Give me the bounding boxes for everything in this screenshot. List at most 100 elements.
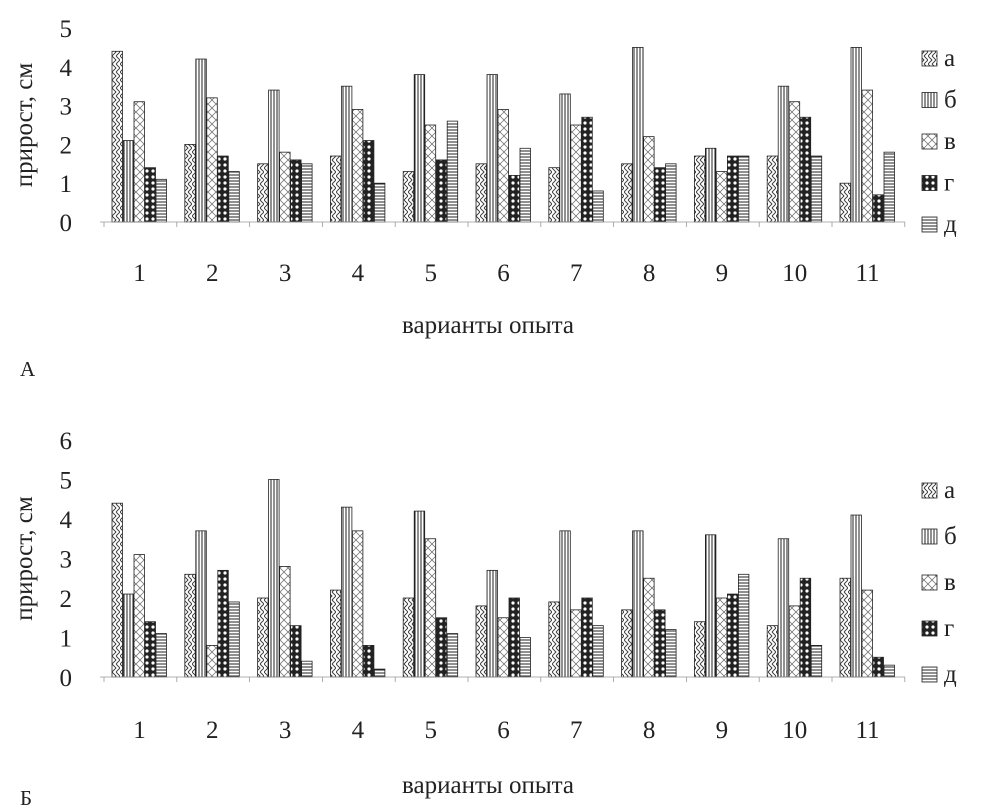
y-tick-label: 4 xyxy=(60,55,73,82)
bar-а-9 xyxy=(694,155,706,223)
x-tick-label: 5 xyxy=(424,717,437,744)
bar-г-9 xyxy=(727,155,739,223)
bar-в-1 xyxy=(133,101,145,223)
bar-а-2 xyxy=(184,143,196,223)
y-tick-label: 6 xyxy=(60,428,73,455)
bar-в-11 xyxy=(861,589,873,678)
bar-г-10 xyxy=(799,577,812,678)
bar-а-10 xyxy=(766,155,779,223)
bar-а-1 xyxy=(111,50,123,223)
bar-б-8 xyxy=(632,47,644,223)
bar-в-6 xyxy=(497,617,509,678)
panel-label: А xyxy=(20,357,36,381)
bar-в-4 xyxy=(351,109,364,223)
bar-в-7 xyxy=(570,609,582,678)
bar-в-9 xyxy=(716,597,728,678)
bar-г-4 xyxy=(362,645,375,678)
bar-а-8 xyxy=(621,609,633,678)
bar-г-3 xyxy=(290,159,302,223)
bar-г-1 xyxy=(144,621,156,678)
bar-г-11 xyxy=(872,656,884,678)
bar-г-8 xyxy=(654,167,666,223)
bar-б-7 xyxy=(559,530,571,678)
x-tick-label: 11 xyxy=(855,717,879,744)
legend-label: г xyxy=(944,615,954,642)
bar-б-6 xyxy=(486,74,498,223)
bar-д-8 xyxy=(665,629,677,678)
y-tick-label: 3 xyxy=(60,94,73,121)
bar-а-4 xyxy=(329,589,342,678)
x-tick-label: 3 xyxy=(279,717,292,744)
y-tick-label: 5 xyxy=(60,468,73,495)
bar-д-7 xyxy=(592,190,604,223)
x-tick-label: 10 xyxy=(782,717,807,744)
bar-г-9 xyxy=(727,593,739,678)
x-tick-label: 11 xyxy=(855,260,879,287)
bar-в-2 xyxy=(206,645,218,678)
bar-в-9 xyxy=(716,171,728,223)
bar-д-6 xyxy=(519,637,531,678)
x-tick-label: 8 xyxy=(643,717,656,744)
bar-а-11 xyxy=(839,577,851,678)
x-tick-label: 5 xyxy=(424,260,437,287)
bar-д-4 xyxy=(373,182,386,223)
bar-б-9 xyxy=(705,147,717,223)
bar-г-5 xyxy=(435,159,448,223)
bar-г-4 xyxy=(362,140,375,223)
chart-panel-b: 0 1 2 3 4 5 6 1 2 3 4 5 6 7 8 9 10 11 прирост, см варианты … xyxy=(11,428,957,810)
bar-а-10 xyxy=(766,625,779,678)
bar-б-10 xyxy=(777,85,790,223)
legend-swatch-а xyxy=(921,482,938,499)
bar-б-9 xyxy=(705,534,717,678)
y-tick-label: 2 xyxy=(60,132,73,159)
bar-б-4 xyxy=(340,85,353,223)
bar-г-11 xyxy=(872,194,884,223)
legend-label: д xyxy=(944,211,957,238)
y-tick-label: 2 xyxy=(60,586,73,613)
bar-а-2 xyxy=(184,573,196,678)
y-tick-label: 0 xyxy=(60,210,73,237)
bar-в-5 xyxy=(424,538,437,678)
x-tick-label: 6 xyxy=(497,260,510,287)
bar-а-7 xyxy=(548,601,560,678)
legend-label: а xyxy=(944,45,955,72)
bar-б-3 xyxy=(268,89,280,223)
bar-в-10 xyxy=(788,101,801,223)
bar-а-5 xyxy=(402,171,415,223)
bar-б-1 xyxy=(122,593,134,678)
legend-swatch-д xyxy=(921,216,938,233)
legend-swatch-г xyxy=(921,175,938,191)
bar-б-11 xyxy=(850,514,862,678)
bar-д-11 xyxy=(883,151,895,223)
y-axis-title: прирост, см xyxy=(11,496,38,621)
legend-swatch-б xyxy=(921,528,938,545)
bar-а-11 xyxy=(839,182,851,223)
x-tick-label: 2 xyxy=(206,717,219,744)
x-tick-label: 7 xyxy=(570,260,583,287)
y-tick-label: 0 xyxy=(60,665,73,692)
bar-в-2 xyxy=(206,97,218,223)
bar-г-7 xyxy=(581,597,593,678)
x-tick-label: 3 xyxy=(279,260,292,287)
bar-д-1 xyxy=(155,178,167,223)
legend-label: д xyxy=(944,661,957,688)
bar-в-8 xyxy=(643,577,655,678)
bar-д-4 xyxy=(373,668,386,678)
legend-swatch-в xyxy=(921,574,938,591)
bar-д-3 xyxy=(301,660,313,678)
bar-г-7 xyxy=(581,116,593,223)
bar-в-3 xyxy=(279,151,291,223)
bar-г-5 xyxy=(435,617,448,678)
bar-б-2 xyxy=(195,530,207,678)
legend-swatch-г xyxy=(921,620,938,637)
bar-в-8 xyxy=(643,136,655,223)
bar-д-7 xyxy=(592,625,604,678)
x-tick-label: 7 xyxy=(570,717,583,744)
bar-а-1 xyxy=(111,502,123,678)
bar-в-3 xyxy=(279,566,291,678)
panel-label: Б xyxy=(20,786,32,810)
legend-swatch-д xyxy=(921,666,938,683)
y-tick-label: 1 xyxy=(60,626,73,653)
bar-а-3 xyxy=(257,163,269,223)
